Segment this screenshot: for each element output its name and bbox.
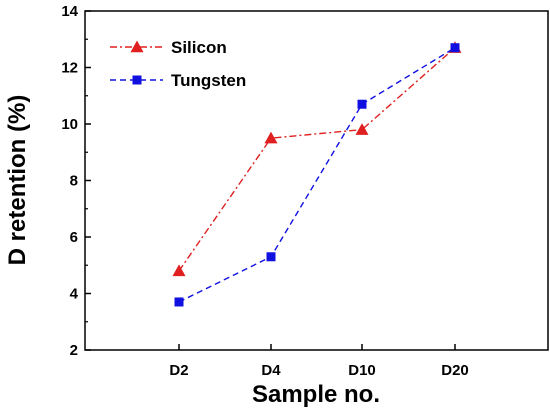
data-point-tungsten: [174, 297, 184, 307]
legend-label-tungsten: Tungsten: [171, 71, 246, 90]
data-point-silicon: [355, 123, 369, 135]
legend-label-silicon: Silicon: [171, 38, 227, 57]
y-tick-label: 10: [61, 116, 78, 133]
data-point-tungsten: [357, 99, 367, 109]
x-tick-label: D10: [348, 362, 376, 379]
legend: Silicon Tungsten: [110, 38, 246, 90]
y-tick-label: 14: [61, 3, 78, 20]
plot-area: [172, 41, 462, 307]
y-tick-label: 2: [70, 342, 78, 359]
series-line-silicon: [178, 47, 456, 272]
x-axis: D2 D4 D10 D20: [169, 344, 469, 379]
y-tick-label: 4: [70, 286, 79, 303]
x-axis-title: Sample no.: [252, 381, 380, 408]
legend-marker-silicon: [130, 40, 144, 53]
y-tick-label: 6: [70, 229, 78, 246]
data-point-silicon: [172, 264, 186, 277]
x-tick-label: D2: [169, 362, 188, 379]
legend-marker-tungsten: [132, 75, 142, 85]
x-tick-label: D20: [441, 362, 469, 379]
data-point-tungsten: [450, 43, 460, 53]
data-point-tungsten: [266, 252, 276, 262]
y-axis-title: D retention (%): [4, 95, 31, 266]
x-tick-label: D4: [261, 362, 281, 379]
series-line-tungsten: [178, 47, 456, 303]
y-tick-label: 8: [70, 173, 78, 190]
data-point-silicon: [264, 131, 278, 144]
y-tick-label: 12: [61, 60, 78, 77]
y-axis: 2 4 6 8 10 12 14: [61, 3, 91, 359]
